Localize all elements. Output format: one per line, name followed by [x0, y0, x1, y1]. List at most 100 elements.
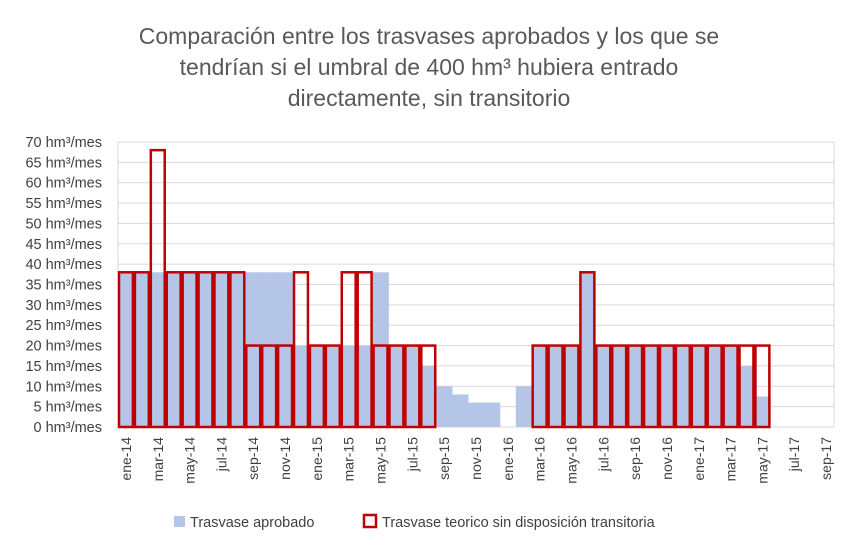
series-trasvase-aprobado	[118, 272, 771, 427]
bar-trasvase-teorico	[658, 344, 676, 429]
legend-label-trasvase-teorico: Trasvase teorico sin disposición transit…	[382, 515, 656, 531]
x-tick-label: mar-16	[532, 437, 548, 482]
x-tick-label: jul-15	[404, 437, 420, 472]
y-tick-label: 70 hm³/mes	[25, 135, 102, 151]
bar-trasvase-teorico	[690, 344, 707, 429]
bar-trasvase-aprobado	[595, 345, 612, 427]
legend-swatch-trasvase-aprobado	[174, 516, 185, 527]
x-tick-label: ene-15	[309, 437, 325, 481]
bar-trasvase-teorico	[117, 271, 135, 429]
bar-trasvase-teorico	[563, 344, 580, 429]
bar-trasvase-aprobado	[515, 386, 533, 427]
bar-trasvase-teorico	[531, 344, 548, 429]
bar-trasvase-teorico	[165, 271, 182, 429]
y-tick-label: 10 hm³/mes	[25, 379, 102, 395]
x-tick-label: ene-14	[118, 437, 134, 481]
bar-trasvase-aprobado	[197, 272, 214, 427]
x-tick-label: ene-16	[500, 437, 516, 481]
x-tick-label: nov-15	[468, 437, 484, 480]
bar-trasvase-aprobado	[690, 345, 708, 427]
bar-trasvase-aprobado	[738, 365, 755, 427]
bar-trasvase-teorico	[610, 344, 628, 429]
bar-trasvase-aprobado	[706, 345, 724, 427]
bar-trasvase-aprobado	[611, 345, 628, 427]
x-tick-label: jul-14	[213, 437, 229, 472]
y-tick-label: 20 hm³/mes	[25, 339, 102, 355]
bar-trasvase-aprobado	[674, 345, 692, 427]
bar-trasvase-teorico	[181, 271, 198, 429]
x-tick-label: may-14	[182, 437, 198, 484]
x-tick-label: sep-17	[818, 437, 834, 480]
x-tick-label: may-15	[373, 437, 389, 484]
bar-trasvase-aprobado	[547, 345, 564, 427]
x-tick-label: may-16	[563, 437, 579, 484]
legend: Trasvase aprobado Trasvase teorico sin di…	[174, 513, 656, 531]
bar-trasvase-teorico	[547, 344, 564, 429]
bar-trasvase-aprobado	[181, 272, 198, 427]
bar-trasvase-aprobado	[483, 402, 501, 427]
bar-trasvase-aprobado	[340, 345, 358, 427]
title-line: tendrían si el umbral de 400 hm³ hubiera…	[180, 54, 679, 80]
bar-trasvase-aprobado	[563, 345, 580, 427]
bar-trasvase-teorico	[626, 344, 644, 429]
x-tick-label: jul-16	[595, 437, 611, 472]
bar-trasvase-aprobado	[436, 386, 453, 427]
bar-trasvase-aprobado	[261, 272, 278, 427]
bar-trasvase-aprobado	[293, 345, 310, 427]
title-line: directamente, sin transitorio	[288, 85, 571, 111]
y-axis-ticks: 0 hm³/mes 5 hm³/mes 10 hm³/mes 15 hm³/mes 20…	[25, 135, 102, 436]
bar-trasvase-aprobado	[388, 345, 405, 427]
series-trasvase-teorico	[117, 148, 771, 429]
bar-trasvase-teorico	[642, 344, 660, 429]
x-tick-label: jul-17	[786, 437, 802, 472]
bar-trasvase-teorico	[149, 148, 166, 429]
y-tick-label: 55 hm³/mes	[25, 196, 102, 212]
x-tick-label: may-17	[754, 437, 770, 484]
bar-trasvase-aprobado	[118, 272, 135, 427]
bar-trasvase-aprobado	[579, 272, 596, 427]
bar-trasvase-teorico	[245, 344, 262, 429]
title-line: Comparación entre los trasvases aprobado…	[139, 23, 719, 49]
bar-trasvase-teorico	[356, 271, 373, 429]
bar-trasvase-teorico	[738, 344, 755, 429]
bar-trasvase-teorico	[340, 271, 357, 429]
y-tick-label: 15 hm³/mes	[25, 359, 102, 375]
bar-trasvase-teorico	[260, 344, 278, 429]
bar-trasvase-aprobado	[356, 345, 373, 427]
bar-trasvase-teorico	[276, 344, 294, 429]
x-tick-label: ene-17	[691, 437, 707, 481]
chart-title: Comparación entre los trasvases aprobado…	[139, 23, 719, 111]
x-tick-label: mar-17	[723, 437, 739, 482]
bar-trasvase-aprobado	[165, 272, 183, 427]
bar-trasvase-aprobado	[627, 345, 644, 427]
legend-swatch-trasvase-teorico	[362, 513, 378, 529]
y-tick-label: 30 hm³/mes	[25, 298, 102, 314]
bar-trasvase-aprobado	[133, 272, 151, 427]
bar-trasvase-aprobado	[531, 345, 548, 427]
bar-trasvase-aprobado	[420, 365, 437, 427]
bar-trasvase-teorico	[324, 344, 342, 429]
bar-trasvase-teorico	[579, 271, 596, 429]
y-tick-label: 25 hm³/mes	[25, 318, 102, 334]
legend-label-trasvase-aprobado: Trasvase aprobado	[190, 515, 314, 531]
bar-trasvase-teorico	[372, 344, 389, 429]
bar-trasvase-teorico	[133, 271, 151, 429]
x-tick-label: sep-15	[436, 437, 452, 480]
bar-trasvase-teorico	[722, 344, 739, 429]
x-tick-label: sep-16	[627, 437, 643, 480]
x-tick-label: nov-14	[277, 437, 293, 480]
bar-trasvase-teorico	[197, 271, 214, 429]
bar-trasvase-teorico	[229, 271, 246, 429]
bar-trasvase-aprobado	[754, 396, 771, 427]
x-axis-ticks: ene-14 mar-14 may-14 jul-14 sep-14 nov-14 ene-…	[118, 437, 834, 484]
bar-trasvase-aprobado	[324, 345, 342, 427]
bar-trasvase-teorico	[292, 271, 310, 429]
bar-trasvase-teorico	[706, 344, 723, 429]
bar-trasvase-aprobado	[277, 272, 294, 427]
bar-trasvase-aprobado	[452, 394, 469, 427]
y-tick-label: 40 hm³/mes	[25, 257, 102, 273]
bar-trasvase-aprobado	[722, 345, 739, 427]
bar-trasvase-teorico	[595, 344, 612, 429]
